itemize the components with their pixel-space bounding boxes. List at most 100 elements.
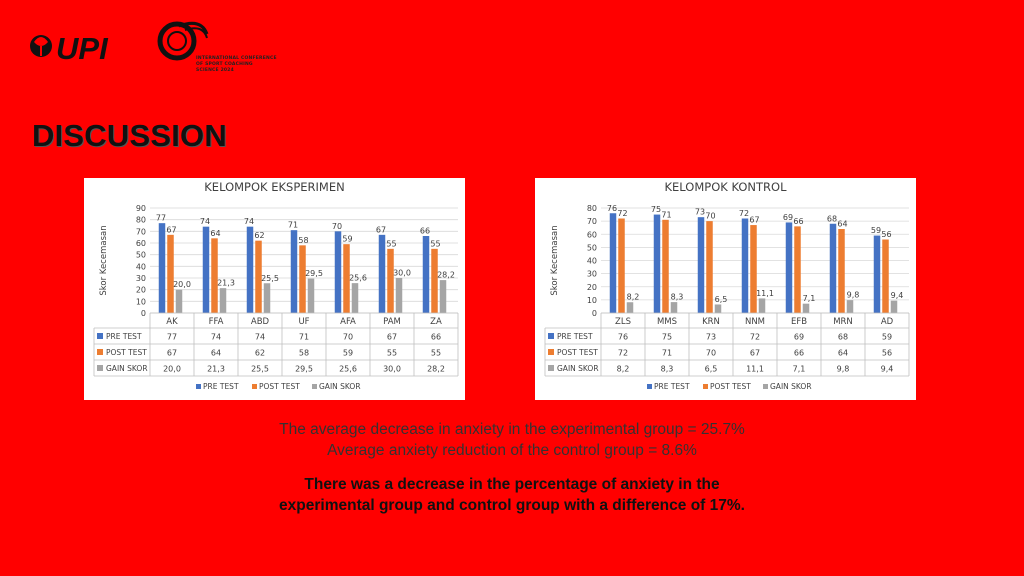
chart2-data-label: 75 <box>651 205 661 214</box>
chart1-table-cell: 74 <box>211 333 221 342</box>
chart1-y-tick-label: 30 <box>136 274 146 283</box>
chart-control-svg: KELOMPOK KONTROL Skor Kecemasan 0 10 20 30 40 5… <box>544 180 910 391</box>
chart2-data-label: 59 <box>871 226 881 235</box>
chart2-legend-label: PRE TEST <box>654 382 690 391</box>
chart2-data-label: 6,5 <box>715 295 728 304</box>
chart1-legend-key <box>252 384 257 389</box>
chart2-y-tick-label: 60 <box>587 230 597 239</box>
chart2-table-cell: 56 <box>882 349 892 358</box>
chart2-data-label: 71 <box>661 210 671 219</box>
chart1-y-tick-label: 90 <box>136 204 146 213</box>
chart2-data-label: 69 <box>783 213 793 222</box>
chart1-title: KELOMPOK EKSPERIMEN <box>204 180 344 194</box>
chart1-table-cell: 58 <box>299 349 309 358</box>
chart1-bar-post-test <box>431 248 438 313</box>
chart1-table-cell: 29,5 <box>295 365 313 374</box>
chart2-table-legend-key <box>548 349 554 355</box>
chart1-table-cell: 77 <box>167 333 177 342</box>
chart1-table-legend-key <box>97 349 103 355</box>
upi-emblem-icon <box>30 35 52 57</box>
chart2-bar-gain-skor <box>802 303 810 313</box>
chart1-table-cell: 28,2 <box>427 365 445 374</box>
chart1-bar-pre-test <box>334 231 342 313</box>
chart2-data-label: 72 <box>617 209 627 218</box>
conclusion-line-1: There was a decrease in the percentage o… <box>304 476 720 493</box>
chart2-y-axis-label: Skor Kecemasan <box>550 225 560 295</box>
chart-control-group: KELOMPOK KONTROL Skor Kecemasan 0 10 20 30 40 5… <box>535 178 916 400</box>
chart1-y-tick-label: 60 <box>136 239 146 248</box>
chart2-table-cell: 75 <box>662 333 672 342</box>
chart1-data-label: 64 <box>210 229 220 238</box>
chart1-table-cell: 67 <box>167 349 177 358</box>
chart1-legend-key <box>196 384 201 389</box>
chart1-bar-post-test <box>343 244 350 313</box>
chart1-table-cell: 25,6 <box>339 365 357 374</box>
chart2-bar-pre-test <box>653 214 661 313</box>
chart2-table-cell: 59 <box>882 333 892 342</box>
chart1-y-tick-label: 40 <box>136 262 146 271</box>
chart1-bar-post-test <box>211 238 218 313</box>
chart2-y-tick-label: 30 <box>587 270 597 279</box>
chart2-x-tick-label: NNM <box>745 317 765 327</box>
chart2-data-label: 9,8 <box>847 291 860 300</box>
chart2-bar-gain-skor <box>758 298 766 313</box>
chart2-x-tick-label: AD <box>881 317 894 327</box>
chart2-bar-post-test <box>794 226 801 313</box>
chart2-table-cell: 11,1 <box>746 365 764 374</box>
upi-logo: UPI <box>30 31 109 66</box>
chart1-data-label: 77 <box>156 214 166 223</box>
chart1-y-tick-label: 50 <box>136 251 146 260</box>
chart2-table-cell: 71 <box>662 349 672 358</box>
chart-experimental-svg: KELOMPOK EKSPERIMEN Skor Kecemasan 0 10 20 30… <box>93 180 459 391</box>
chart1-bar-post-test <box>167 234 174 313</box>
chart2-table-cell: 66 <box>794 349 804 358</box>
chart2-data-label: 72 <box>739 209 749 218</box>
chart1-legend-key <box>312 384 317 389</box>
chart-experimental-group: KELOMPOK EKSPERIMEN Skor Kecemasan 0 10 20 30… <box>84 178 465 400</box>
chart2-data-label: 76 <box>607 204 617 213</box>
chart1-legend-label: GAIN SKOR <box>319 382 361 391</box>
chart2-y-tick-label: 50 <box>587 243 597 252</box>
chart1-x-tick-label: FFA <box>209 317 224 327</box>
chart2-legend-label: POST TEST <box>710 382 751 391</box>
chart1-bar-pre-test <box>422 236 430 313</box>
chart1-table-cell: 67 <box>387 333 397 342</box>
chart1-bar-pre-test <box>158 223 166 313</box>
chart1-table-row-label: GAIN SKOR <box>106 364 148 373</box>
chart2-bar-pre-test <box>873 235 881 313</box>
chart2-y-tick-label: 10 <box>587 296 597 305</box>
chart1-data-label: 59 <box>342 235 352 244</box>
chart2-table-cell: 70 <box>706 349 716 358</box>
chart2-table-row-label: POST TEST <box>557 348 598 357</box>
chart2-y-tick-label: 40 <box>587 257 597 266</box>
chart2-bar-pre-test <box>829 223 837 313</box>
chart2-table-cell: 64 <box>838 349 848 358</box>
chart1-data-label: 67 <box>166 225 176 234</box>
chart2-bar-pre-test <box>609 213 617 313</box>
chart1-data-label: 70 <box>332 222 342 231</box>
chart1-table-row-label: PRE TEST <box>106 332 142 341</box>
slide-title: DISCUSSION <box>32 118 227 153</box>
chart1-data-label: 74 <box>200 217 210 226</box>
chart2-data-label: 70 <box>705 212 715 221</box>
chart1-data-label: 71 <box>288 221 298 230</box>
chart2-table-cell: 69 <box>794 333 804 342</box>
chart2-table-legend-key <box>548 333 554 339</box>
chart2-y-tick-label: 20 <box>587 283 597 292</box>
chart2-x-tick-label: MMS <box>657 317 677 327</box>
chart2-data-label: 9,4 <box>891 291 904 300</box>
chart1-table-legend-key <box>97 365 103 371</box>
chart1-x-tick-label: PAM <box>383 317 401 327</box>
chart1-bar-gain-skor <box>439 280 447 313</box>
chart1-x-tick-label: AK <box>166 317 178 327</box>
chart2-bar-gain-skor <box>626 302 634 313</box>
chart1-x-tick-label: ZA <box>430 317 442 327</box>
chart2-bar-gain-skor <box>714 304 722 313</box>
chart2-bar-post-test <box>882 239 889 313</box>
chart2-x-tick-label: MRN <box>833 317 853 327</box>
chart1-data-label: 55 <box>430 239 440 248</box>
chart2-bar-post-test <box>706 221 713 313</box>
chart1-data-label: 25,5 <box>261 274 279 283</box>
chart2-table-row-label: PRE TEST <box>557 332 593 341</box>
chart2-legend-key <box>703 384 708 389</box>
